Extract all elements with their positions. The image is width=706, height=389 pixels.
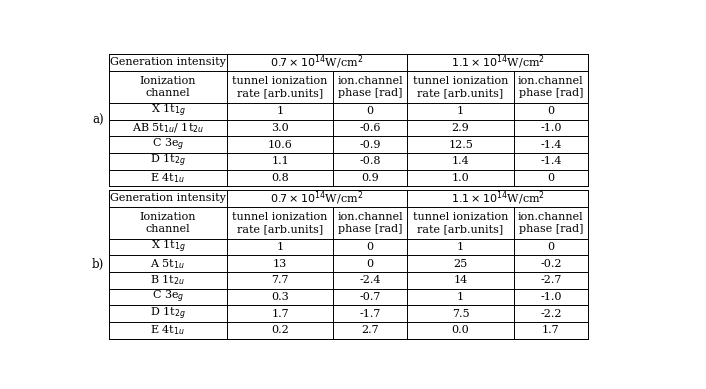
Text: Generation intensity: Generation intensity bbox=[110, 58, 226, 68]
Text: ion.channel
phase [rad]: ion.channel phase [rad] bbox=[518, 212, 584, 234]
Text: 0: 0 bbox=[547, 173, 554, 183]
Text: AB 5t$_{1u}$/ 1t$_{2u}$: AB 5t$_{1u}$/ 1t$_{2u}$ bbox=[132, 121, 204, 135]
Text: 12.5: 12.5 bbox=[448, 140, 473, 149]
Text: A 5t$_{1u}$: A 5t$_{1u}$ bbox=[150, 257, 185, 271]
Text: -0.6: -0.6 bbox=[359, 123, 381, 133]
Text: 1: 1 bbox=[457, 242, 464, 252]
Text: 13: 13 bbox=[273, 259, 287, 269]
Text: -1.4: -1.4 bbox=[540, 156, 561, 166]
Text: 1: 1 bbox=[457, 292, 464, 302]
Text: B 1t$_{2u}$: B 1t$_{2u}$ bbox=[150, 273, 185, 287]
Text: -1.0: -1.0 bbox=[540, 292, 561, 302]
Text: X 1t$_{1g}$: X 1t$_{1g}$ bbox=[150, 103, 185, 119]
Text: 10.6: 10.6 bbox=[268, 140, 292, 149]
Text: tunnel ionization
rate [arb.units]: tunnel ionization rate [arb.units] bbox=[413, 75, 508, 98]
Text: 25: 25 bbox=[453, 259, 467, 269]
Text: X 1t$_{1g}$: X 1t$_{1g}$ bbox=[150, 239, 185, 255]
Text: D 1t$_{2g}$: D 1t$_{2g}$ bbox=[150, 305, 186, 322]
Text: 14: 14 bbox=[453, 275, 467, 286]
Text: C 3e$_{g}$: C 3e$_{g}$ bbox=[152, 289, 184, 305]
Text: -1.0: -1.0 bbox=[540, 123, 561, 133]
Text: ion.channel
phase [rad]: ion.channel phase [rad] bbox=[337, 75, 403, 98]
Text: ion.channel
phase [rad]: ion.channel phase [rad] bbox=[337, 212, 403, 234]
Text: a): a) bbox=[92, 114, 104, 127]
Text: -0.9: -0.9 bbox=[359, 140, 381, 149]
Text: ion.channel
phase [rad]: ion.channel phase [rad] bbox=[518, 75, 584, 98]
Text: 2.7: 2.7 bbox=[361, 325, 379, 335]
Text: 0.3: 0.3 bbox=[271, 292, 289, 302]
Text: -2.4: -2.4 bbox=[359, 275, 381, 286]
Text: tunnel ionization
rate [arb.units]: tunnel ionization rate [arb.units] bbox=[232, 212, 328, 234]
Text: tunnel ionization
rate [arb.units]: tunnel ionization rate [arb.units] bbox=[413, 212, 508, 234]
Text: tunnel ionization
rate [arb.units]: tunnel ionization rate [arb.units] bbox=[232, 75, 328, 98]
Text: 1: 1 bbox=[457, 106, 464, 116]
Text: E 4t$_{1u}$: E 4t$_{1u}$ bbox=[150, 324, 185, 337]
Text: D 1t$_{2g}$: D 1t$_{2g}$ bbox=[150, 153, 186, 169]
Text: -0.7: -0.7 bbox=[359, 292, 381, 302]
Text: Generation intensity: Generation intensity bbox=[110, 193, 226, 203]
Text: 1.1: 1.1 bbox=[271, 156, 289, 166]
Text: 0.8: 0.8 bbox=[271, 173, 289, 183]
Text: 0.9: 0.9 bbox=[361, 173, 379, 183]
Text: 0: 0 bbox=[366, 106, 374, 116]
Text: $0.7 \times 10^{14}$W/cm$^{2}$: $0.7 \times 10^{14}$W/cm$^{2}$ bbox=[270, 54, 364, 71]
Text: E 4t$_{1u}$: E 4t$_{1u}$ bbox=[150, 171, 185, 185]
Text: 1.7: 1.7 bbox=[271, 309, 289, 319]
Text: 7.7: 7.7 bbox=[271, 275, 289, 286]
Text: b): b) bbox=[92, 258, 104, 271]
Text: 1.0: 1.0 bbox=[452, 173, 469, 183]
Text: Ionization
channel: Ionization channel bbox=[140, 212, 196, 234]
Text: $1.1 \times 10^{14}$W/cm$^{2}$: $1.1 \times 10^{14}$W/cm$^{2}$ bbox=[450, 54, 544, 71]
Text: 0: 0 bbox=[366, 242, 374, 252]
Text: -2.2: -2.2 bbox=[540, 309, 561, 319]
Text: 1.4: 1.4 bbox=[452, 156, 469, 166]
Text: -1.4: -1.4 bbox=[540, 140, 561, 149]
Text: -0.8: -0.8 bbox=[359, 156, 381, 166]
Text: 1.7: 1.7 bbox=[542, 325, 560, 335]
Text: -1.7: -1.7 bbox=[359, 309, 381, 319]
Text: C 3e$_{g}$: C 3e$_{g}$ bbox=[152, 136, 184, 153]
Text: 0: 0 bbox=[547, 242, 554, 252]
Text: 0: 0 bbox=[366, 259, 374, 269]
Text: Ionization
channel: Ionization channel bbox=[140, 75, 196, 98]
Text: 0.0: 0.0 bbox=[452, 325, 469, 335]
Text: -2.7: -2.7 bbox=[540, 275, 561, 286]
Text: 1: 1 bbox=[277, 242, 284, 252]
Text: 0.2: 0.2 bbox=[271, 325, 289, 335]
Text: 3.0: 3.0 bbox=[271, 123, 289, 133]
Text: $0.7 \times 10^{14}$W/cm$^{2}$: $0.7 \times 10^{14}$W/cm$^{2}$ bbox=[270, 189, 364, 207]
Text: 2.9: 2.9 bbox=[452, 123, 469, 133]
Text: $1.1 \times 10^{14}$W/cm$^{2}$: $1.1 \times 10^{14}$W/cm$^{2}$ bbox=[450, 189, 544, 207]
Text: 7.5: 7.5 bbox=[452, 309, 469, 319]
Text: 1: 1 bbox=[277, 106, 284, 116]
Text: -0.2: -0.2 bbox=[540, 259, 561, 269]
Text: 0: 0 bbox=[547, 106, 554, 116]
